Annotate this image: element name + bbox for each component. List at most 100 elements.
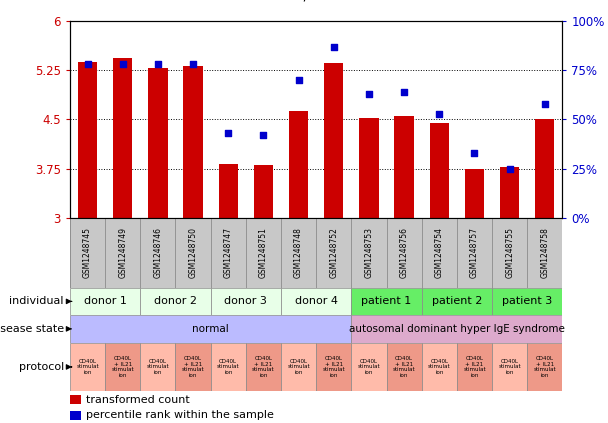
Text: patient 2: patient 2: [432, 297, 482, 306]
Bar: [387, 218, 422, 288]
Text: GSM1248750: GSM1248750: [188, 227, 198, 278]
Text: CD40L
+ IL21
stimulat
ion: CD40L + IL21 stimulat ion: [111, 356, 134, 378]
Text: GSM1248746: GSM1248746: [153, 227, 162, 278]
Text: GSM1248755: GSM1248755: [505, 227, 514, 278]
Text: GSM1248751: GSM1248751: [259, 227, 268, 278]
Bar: [105, 343, 140, 391]
Point: [294, 77, 303, 84]
Text: percentile rank within the sample: percentile rank within the sample: [86, 410, 274, 420]
Text: GSM1248753: GSM1248753: [364, 227, 373, 278]
Bar: [140, 343, 176, 391]
Bar: [465, 169, 484, 218]
Bar: [78, 62, 97, 218]
Text: individual: individual: [9, 297, 64, 306]
Text: GSM1248758: GSM1248758: [541, 227, 549, 278]
Point: [329, 43, 339, 50]
Text: protocol: protocol: [19, 362, 64, 372]
Bar: [457, 343, 492, 391]
Text: normal: normal: [192, 324, 229, 334]
Text: donor 4: donor 4: [295, 297, 337, 306]
Bar: [351, 288, 422, 315]
Bar: [492, 343, 527, 391]
Point: [540, 100, 550, 107]
Text: GSM1248752: GSM1248752: [330, 227, 338, 278]
Text: GSM1248748: GSM1248748: [294, 227, 303, 278]
Bar: [105, 218, 140, 288]
Bar: [218, 164, 238, 218]
Text: CD40L
+ IL21
stimulat
ion: CD40L + IL21 stimulat ion: [182, 356, 204, 378]
Bar: [281, 343, 316, 391]
Bar: [113, 58, 133, 218]
Bar: [359, 118, 379, 218]
Bar: [70, 343, 105, 391]
Bar: [527, 343, 562, 391]
Point: [118, 61, 128, 68]
Text: GSM1248757: GSM1248757: [470, 227, 479, 278]
Bar: [140, 218, 176, 288]
Bar: [316, 218, 351, 288]
Bar: [500, 167, 519, 218]
Point: [364, 91, 374, 97]
Text: CD40L
stimulat
ion: CD40L stimulat ion: [287, 359, 310, 375]
Text: donor 1: donor 1: [84, 297, 126, 306]
Bar: [254, 165, 273, 218]
Bar: [422, 288, 492, 315]
Bar: [210, 288, 281, 315]
Text: CD40L
stimulat
ion: CD40L stimulat ion: [76, 359, 99, 375]
Bar: [246, 218, 281, 288]
Text: GSM1248749: GSM1248749: [118, 227, 127, 278]
Bar: [422, 343, 457, 391]
Text: CD40L
stimulat
ion: CD40L stimulat ion: [147, 359, 169, 375]
Point: [434, 110, 444, 117]
Text: autosomal dominant hyper IgE syndrome: autosomal dominant hyper IgE syndrome: [349, 324, 565, 334]
Point: [188, 61, 198, 68]
Bar: [430, 123, 449, 218]
Bar: [387, 343, 422, 391]
Bar: [492, 218, 527, 288]
Bar: [535, 119, 554, 218]
Bar: [176, 218, 210, 288]
Text: CD40L
stimulat
ion: CD40L stimulat ion: [217, 359, 240, 375]
Text: CD40L
+ IL21
stimulat
ion: CD40L + IL21 stimulat ion: [463, 356, 486, 378]
Text: donor 2: donor 2: [154, 297, 197, 306]
Text: CD40L
+ IL21
stimulat
ion: CD40L + IL21 stimulat ion: [322, 356, 345, 378]
Bar: [324, 63, 344, 218]
Point: [505, 165, 514, 172]
Text: donor 3: donor 3: [224, 297, 268, 306]
Bar: [70, 218, 105, 288]
Point: [153, 61, 163, 68]
Bar: [457, 218, 492, 288]
Point: [258, 132, 268, 139]
Bar: [210, 343, 246, 391]
Text: transformed count: transformed count: [86, 395, 190, 404]
Bar: [422, 218, 457, 288]
Bar: [527, 218, 562, 288]
Bar: [289, 111, 308, 218]
Bar: [70, 315, 351, 343]
Bar: [148, 69, 168, 218]
Bar: [70, 395, 81, 404]
Point: [223, 130, 233, 137]
Text: CD40L
stimulat
ion: CD40L stimulat ion: [499, 359, 521, 375]
Point: [83, 61, 92, 68]
Text: GDS5242 / 7954419: GDS5242 / 7954419: [234, 0, 374, 2]
Text: patient 1: patient 1: [361, 297, 412, 306]
Text: GSM1248754: GSM1248754: [435, 227, 444, 278]
Bar: [140, 288, 210, 315]
Text: disease state: disease state: [0, 324, 64, 334]
Bar: [246, 343, 281, 391]
Bar: [70, 411, 81, 420]
Text: CD40L
stimulat
ion: CD40L stimulat ion: [358, 359, 380, 375]
Bar: [281, 218, 316, 288]
Text: GSM1248756: GSM1248756: [399, 227, 409, 278]
Text: patient 3: patient 3: [502, 297, 552, 306]
Bar: [210, 218, 246, 288]
Bar: [70, 288, 140, 315]
Text: GSM1248745: GSM1248745: [83, 227, 92, 278]
Bar: [492, 288, 562, 315]
Text: CD40L
+ IL21
stimulat
ion: CD40L + IL21 stimulat ion: [393, 356, 415, 378]
Bar: [316, 343, 351, 391]
Bar: [395, 116, 414, 218]
Bar: [281, 288, 351, 315]
Bar: [351, 343, 387, 391]
